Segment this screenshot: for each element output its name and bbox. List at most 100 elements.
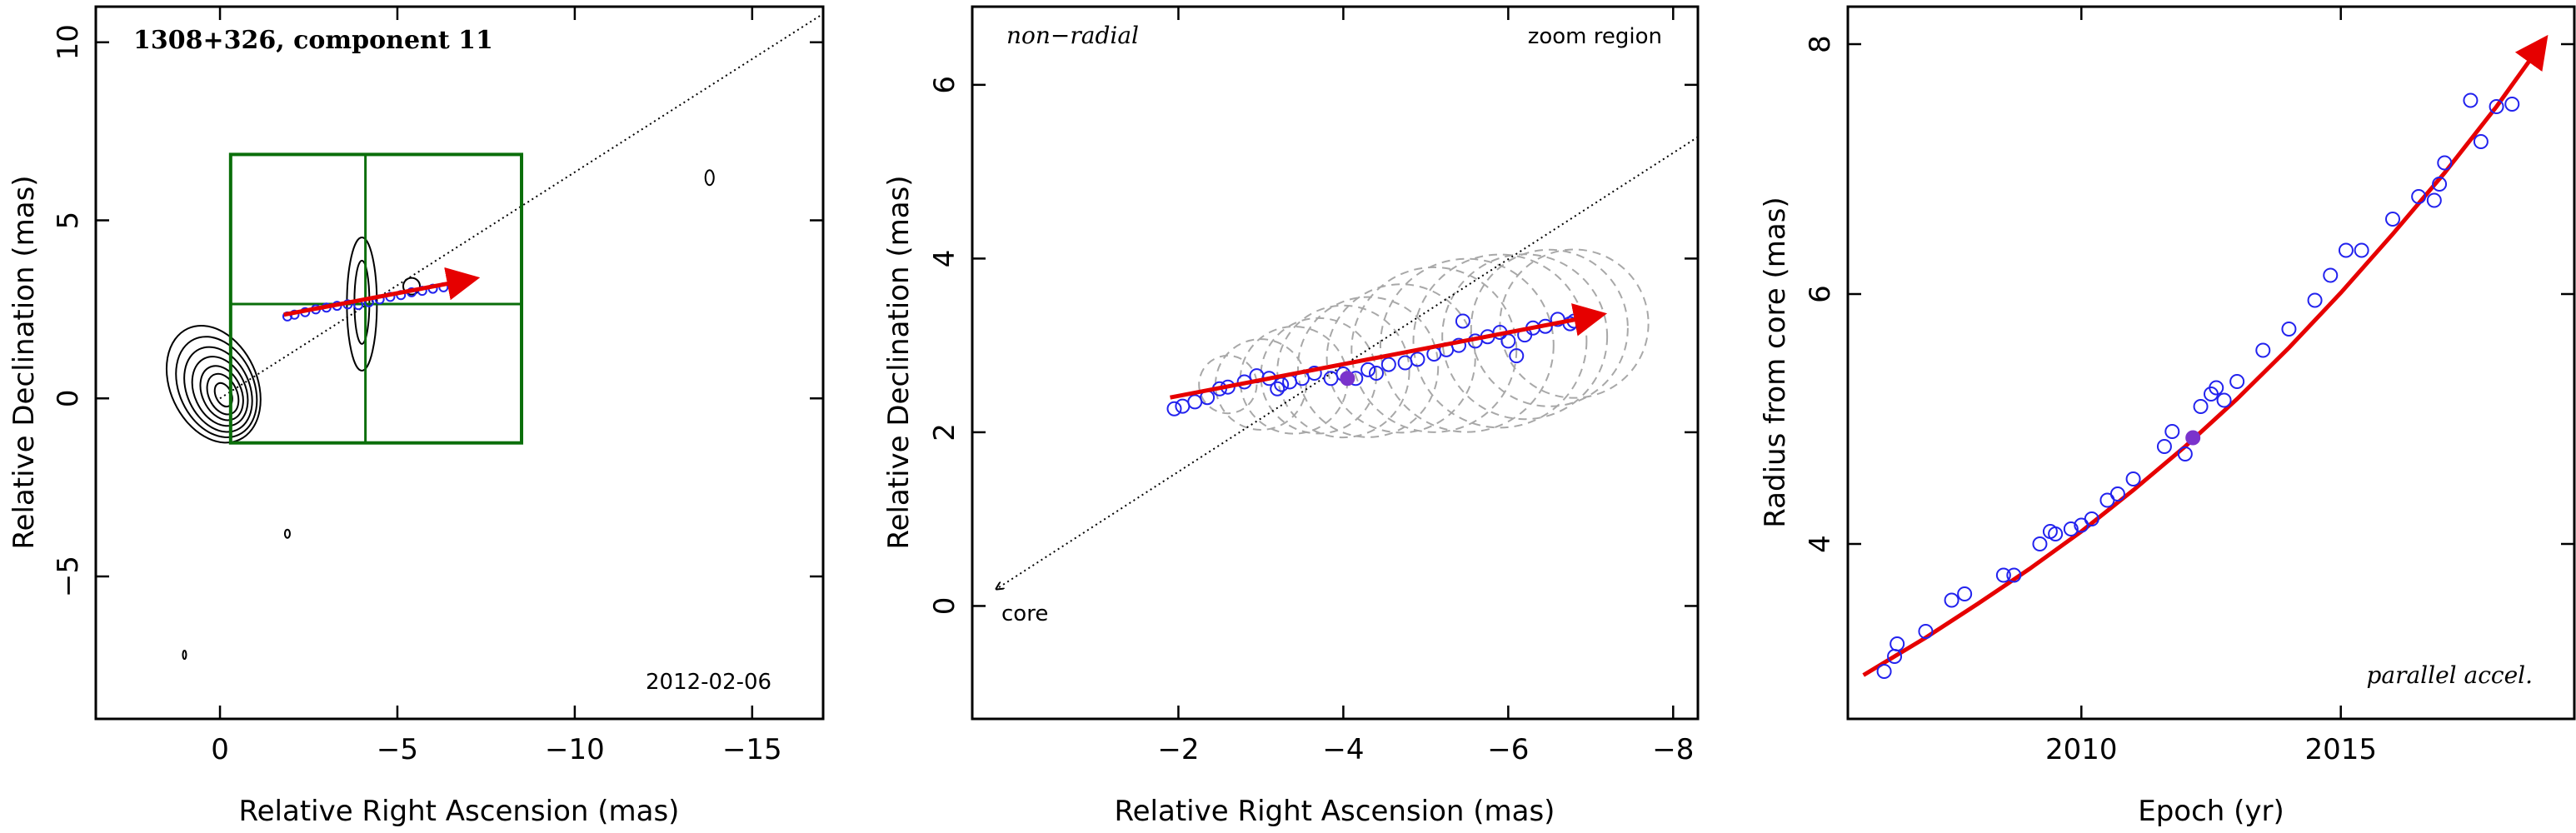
core-contour	[165, 324, 262, 444]
data-point	[1450, 337, 1466, 353]
data-point	[2504, 97, 2520, 112]
y-tick-label-middle: 6	[928, 76, 961, 94]
data-point	[2385, 212, 2400, 227]
data-point	[2006, 567, 2022, 583]
data-point	[1500, 333, 1516, 349]
data-point	[2411, 189, 2427, 204]
data-point	[1995, 567, 2011, 583]
component-fit-circle	[1325, 283, 1476, 434]
data-point	[2354, 242, 2369, 258]
core-contour	[199, 365, 244, 421]
core-contour	[175, 336, 258, 438]
component-fit-circle	[1379, 257, 1555, 433]
noise-contour	[182, 650, 187, 661]
x-tick-label-middle: −2	[1157, 733, 1199, 766]
component-fit-circle	[1499, 248, 1650, 399]
plot-area-middle	[997, 136, 1698, 588]
data-point	[2323, 267, 2339, 283]
x-tick-label-right: 2010	[2045, 733, 2118, 766]
x-tick-label-left: −10	[545, 733, 605, 766]
y-tick-label-middle: 0	[928, 597, 961, 616]
data-point	[2255, 342, 2271, 358]
x-axis-title-middle: Relative Right Ascension (mas)	[1115, 795, 1555, 828]
data-point	[1410, 352, 1425, 367]
core-contour	[191, 356, 249, 427]
fit-curve	[1862, 34, 2549, 677]
data-point	[2032, 536, 2048, 551]
x-tick-label-middle: −4	[1322, 733, 1364, 766]
component-fit-circle	[1470, 248, 1629, 407]
jet-contour	[402, 277, 422, 296]
x-tick-label-middle: −8	[1652, 733, 1694, 766]
highlight-point	[2185, 430, 2201, 446]
data-point	[1455, 313, 1470, 329]
x-tick-label-left: −5	[377, 733, 418, 766]
data-point	[2209, 380, 2224, 396]
data-point	[1187, 394, 1203, 410]
data-point	[1397, 355, 1413, 371]
radial-line	[997, 136, 1698, 588]
data-point	[1166, 401, 1182, 416]
chart-title-left: 1308+326, component 11	[133, 26, 493, 55]
noise-contour	[283, 528, 291, 539]
panel-middle: non−radial zoom region core Relative Rig…	[882, 5, 1700, 828]
data-point	[1323, 371, 1339, 387]
fit-arrow	[283, 267, 481, 317]
data-point	[1306, 366, 1322, 382]
radial-line	[219, 12, 823, 400]
data-point	[2164, 424, 2180, 439]
data-point	[2432, 177, 2448, 192]
data-point	[1509, 348, 1525, 364]
label-zoom-region: zoom region	[1528, 24, 1662, 49]
data-point	[1944, 592, 1959, 608]
data-point	[2307, 292, 2323, 308]
fit-arrow	[1170, 303, 1608, 400]
data-point	[2281, 322, 2297, 337]
data-point	[1368, 366, 1384, 382]
y-tick-label-right: 6	[1804, 285, 1837, 303]
plot-frame-left	[94, 5, 825, 721]
component-fit-circle	[1412, 253, 1588, 429]
data-point	[2156, 439, 2172, 454]
x-tick-label-left: 0	[211, 733, 229, 766]
y-axis-title-middle: Relative Declination (mas)	[882, 175, 916, 549]
panel-right: parallel accel. Epoch (yr) Radius from c…	[1759, 5, 2576, 828]
panel-left: 1308+326, component 11 2012-02-06 Relati…	[7, 5, 825, 828]
y-tick-label-left: −5	[52, 556, 85, 597]
x-axis-title-left: Relative Right Ascension (mas)	[239, 795, 680, 828]
date-label: 2012-02-06	[646, 670, 771, 695]
data-point	[2109, 486, 2125, 501]
y-tick-label-right: 8	[1804, 35, 1837, 53]
data-point	[2437, 155, 2453, 171]
plot-area-left	[165, 12, 823, 661]
component-fit-circle	[1276, 304, 1410, 439]
data-point	[2177, 446, 2193, 461]
data-point	[2084, 511, 2099, 526]
label-non-radial: non−radial	[1006, 22, 1139, 49]
y-tick-label-middle: 2	[928, 423, 961, 441]
component-fit-circle	[1198, 354, 1258, 415]
data-point	[2489, 99, 2504, 114]
plot-area-right	[1862, 34, 2549, 679]
data-point	[2426, 192, 2442, 208]
x-tick-label-right: 2015	[2304, 733, 2377, 766]
data-point	[2125, 471, 2141, 486]
data-point	[2229, 374, 2245, 389]
label-parallel-accel: parallel accel.	[2366, 661, 2533, 689]
x-tick-label-middle: −6	[1487, 733, 1529, 766]
y-axis-title-left: Relative Declination (mas)	[7, 175, 41, 549]
core-contour	[206, 372, 240, 416]
data-point	[1175, 398, 1191, 414]
data-point	[2216, 392, 2232, 408]
data-point	[1890, 636, 1905, 651]
y-tick-label-left: 5	[52, 212, 85, 230]
noise-contour	[704, 169, 715, 187]
component-fit-circle	[1441, 253, 1609, 421]
data-point	[1876, 664, 1892, 679]
data-point	[1380, 357, 1396, 372]
x-axis-title-right: Epoch (yr)	[2138, 795, 2284, 828]
y-tick-label-left: 0	[52, 389, 85, 407]
y-tick-label-middle: 4	[928, 250, 961, 268]
data-point	[2473, 134, 2489, 149]
